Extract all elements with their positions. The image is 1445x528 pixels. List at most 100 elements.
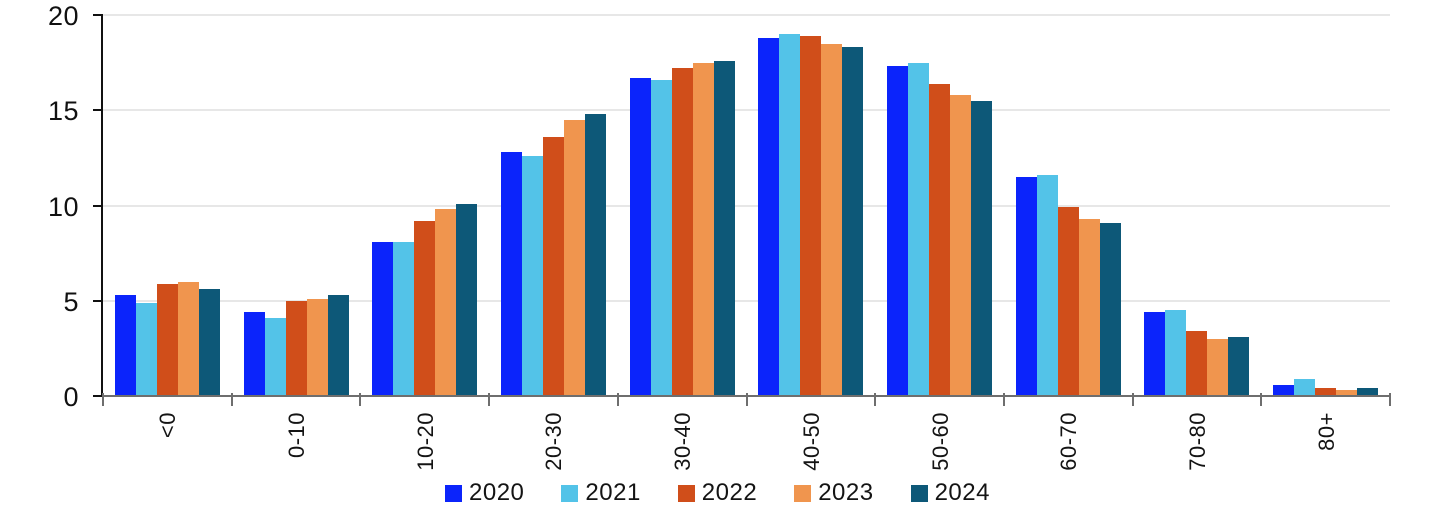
x-tick-label-40-50: 40-50 [798, 412, 824, 471]
bar-2022-80+ [1315, 388, 1337, 396]
bar-2022-50-60 [929, 83, 951, 396]
bar-2022-<0 [156, 283, 178, 396]
bar-2023-40-50 [821, 43, 843, 396]
x-tick-label-0-10: 0-10 [284, 412, 310, 459]
bar-2020-30-40 [629, 77, 651, 396]
bar-2023-30-40 [692, 62, 714, 396]
legend-label-2022: 2022 [701, 479, 758, 506]
legend: 2020 2021 2022 2023 2024 [0, 479, 1435, 507]
plot-area [103, 14, 1390, 396]
x-tick-mark-3 [488, 393, 491, 406]
bar-2021-30-40 [650, 79, 672, 396]
bar-group-10-20 [360, 15, 489, 396]
bar-2021-60-70 [1036, 175, 1058, 396]
x-tick-mark-5 [745, 393, 748, 406]
legend-item-2024: 2024 [910, 479, 990, 507]
bar-2021-70-80 [1165, 310, 1187, 396]
x-tick-mark-9 [1260, 393, 1263, 406]
gridline-10 [103, 204, 1390, 207]
x-tick-label-50-60: 50-60 [927, 412, 953, 471]
legend-label-2023: 2023 [818, 479, 874, 506]
bar-group-50-60 [875, 15, 1004, 396]
legend-swatch-2023 [794, 484, 812, 502]
bar-group-70-80 [1133, 15, 1262, 396]
bar-2021-40-50 [779, 34, 801, 396]
y-tick-label-5: 5 [63, 286, 79, 317]
bar-2020-70-80 [1144, 312, 1166, 396]
x-tick-label-10-20: 10-20 [412, 412, 438, 471]
bar-2020-20-30 [500, 152, 522, 396]
bar-2023-0-10 [306, 298, 328, 396]
x-tick-mark-8 [1131, 393, 1134, 406]
bar-2023-70-80 [1207, 338, 1229, 396]
bar-2024-50-60 [971, 100, 993, 396]
x-tick-label-20-30: 20-30 [541, 412, 567, 471]
bar-2022-60-70 [1057, 207, 1079, 396]
legend-swatch-2022 [677, 484, 695, 502]
y-tick-label-20: 20 [47, 1, 79, 31]
bar-2021-80+ [1294, 378, 1316, 396]
bar-2023-<0 [177, 281, 199, 396]
bar-2024-80+ [1357, 388, 1379, 396]
y-tick-mark-0 [93, 395, 102, 397]
y-tick-label-10: 10 [47, 191, 79, 222]
bar-2020-60-70 [1015, 176, 1037, 396]
bar-2023-10-20 [435, 209, 457, 396]
y-tick-mark-5 [93, 299, 102, 302]
bar-2023-80+ [1336, 390, 1358, 396]
bar-2022-70-80 [1186, 331, 1208, 396]
x-tick-mark-7 [1002, 393, 1005, 406]
bar-2022-40-50 [800, 35, 822, 396]
legend-label-2020: 2020 [469, 479, 525, 506]
y-tick-label-0: 0 [63, 382, 79, 412]
legend-item-2021: 2021 [561, 479, 640, 507]
x-tick-mark-4 [616, 393, 619, 406]
legend-swatch-2021 [561, 484, 579, 502]
bar-2020-40-50 [758, 37, 780, 396]
bar-2024-20-30 [584, 114, 606, 396]
legend-swatch-2020 [445, 484, 463, 502]
bar-2024-<0 [198, 289, 220, 396]
x-tick-label-80+: 80+ [1313, 412, 1339, 451]
bar-group-<0 [103, 15, 232, 396]
bar-2021-0-10 [264, 317, 286, 396]
legend-item-2023: 2023 [794, 479, 873, 507]
bar-2021-50-60 [908, 62, 930, 396]
legend-item-2022: 2022 [677, 479, 758, 507]
x-tick-label-30-40: 30-40 [670, 412, 696, 471]
bar-group-40-50 [747, 15, 876, 396]
x-tick-mark-1 [230, 393, 233, 406]
bar-2021-10-20 [393, 241, 415, 396]
y-tick-label-15: 15 [47, 96, 79, 127]
bar-2020-<0 [114, 295, 136, 396]
legend-label-2021: 2021 [585, 479, 641, 506]
bar-2020-80+ [1273, 384, 1295, 396]
gridline-5 [103, 299, 1390, 302]
y-tick-mark-10 [93, 204, 102, 207]
gridline-15 [103, 109, 1390, 112]
bar-2020-10-20 [372, 241, 394, 396]
bar-2022-10-20 [414, 220, 436, 396]
gridline-20 [103, 14, 1390, 16]
bar-group-20-30 [489, 15, 618, 396]
y-axis-line [101, 14, 103, 397]
x-tick-label-70-80: 70-80 [1184, 412, 1210, 471]
x-tick-mark-0 [102, 393, 104, 406]
x-tick-mark-6 [874, 393, 877, 406]
bar-2024-40-50 [842, 47, 864, 396]
x-tick-mark-10 [1389, 393, 1391, 406]
bar-2023-20-30 [563, 119, 585, 396]
bar-2023-50-60 [950, 95, 972, 396]
legend-item-2020: 2020 [445, 479, 524, 507]
bar-2021-20-30 [521, 155, 543, 396]
bar-2024-0-10 [327, 295, 349, 396]
x-tick-label-<0: <0 [155, 412, 181, 439]
bar-group-0-10 [232, 15, 361, 396]
x-tick-mark-2 [359, 393, 362, 406]
bar-2022-30-40 [671, 68, 693, 396]
bar-2024-30-40 [713, 60, 735, 396]
y-tick-mark-20 [93, 14, 102, 16]
bar-group-60-70 [1004, 15, 1133, 396]
bar-2024-60-70 [1099, 222, 1121, 396]
